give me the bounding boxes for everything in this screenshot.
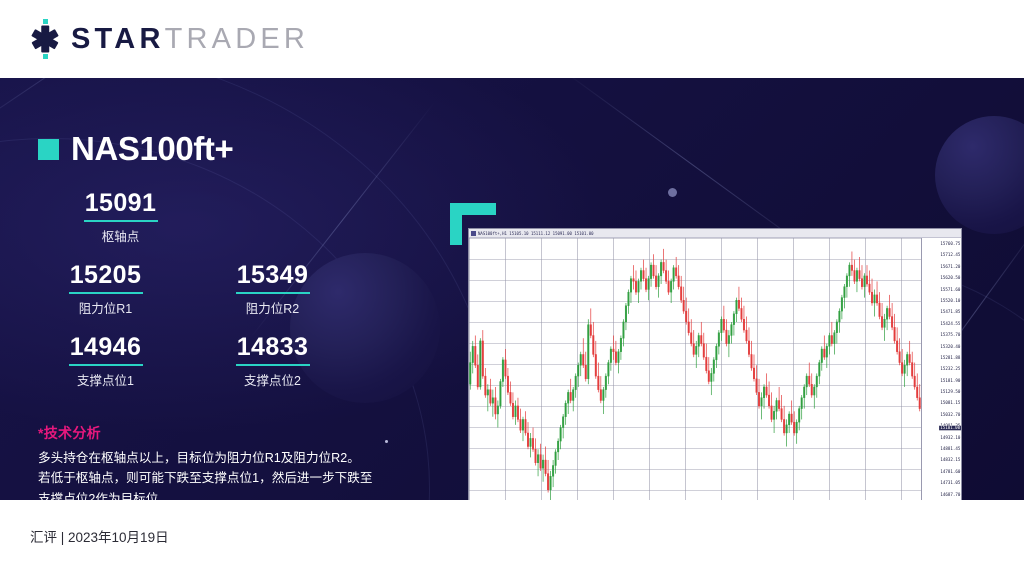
candlestick-plot[interactable] — [469, 238, 921, 500]
price-tick: 14781.60 — [940, 469, 960, 475]
footer-text: 汇评 | 2023年10月19日 — [30, 530, 169, 545]
analysis-line-1: 多头持仓在枢轴点以上，目标位为阻力位R1及阻力位R2。 — [38, 451, 360, 465]
support2-stat: 14833 支撑点位2 — [205, 334, 340, 389]
price-tick: 15375.70 — [940, 332, 960, 338]
price-tick: 15320.40 — [940, 344, 960, 349]
analysis-body: 多头持仓在枢轴点以上，目标位为阻力位R1及阻力位R2。 若低于枢轴点，则可能下跌… — [38, 448, 390, 500]
chart-titlebar-text: NAS100ft+,H1 15105.10 15111.12 15091.00 … — [478, 230, 594, 236]
chart-window-icon — [471, 230, 476, 236]
dot-decor-1 — [668, 188, 677, 197]
technical-analysis: *技术分析 多头持仓在枢轴点以上，目标位为阻力位R1及阻力位R2。 若低于枢轴点… — [38, 423, 438, 500]
price-tick: 15081.15 — [940, 401, 960, 406]
candlestick-series — [469, 248, 921, 500]
price-tick: 15712.45 — [940, 253, 960, 258]
resistance2-underline — [235, 292, 310, 294]
resistance1-label: 阻力位R1 — [78, 302, 133, 316]
page-footer: 汇评 | 2023年10月19日 — [0, 500, 1024, 576]
price-tick: 14687.70 — [940, 492, 960, 497]
price-tick: 15232.25 — [940, 366, 960, 372]
instrument-symbol: NAS100ft+ — [71, 130, 234, 167]
support1-label: 支撑点位1 — [77, 374, 134, 388]
resistance2-stat: 15349 阻力位R2 — [205, 262, 340, 317]
analysis-line-3: 支撑点位2作为目标位。 — [38, 491, 171, 500]
pivot-stat: 15091 枢轴点 — [38, 190, 438, 245]
price-tick: 14731.05 — [940, 480, 960, 486]
title-bullet-square — [38, 138, 59, 160]
resistance-row: 15205 阻力位R1 15349 阻力位R2 — [38, 262, 438, 317]
support1-underline — [68, 364, 143, 366]
price-tick: 15032.70 — [940, 412, 960, 418]
price-tick: 15620.50 — [940, 275, 960, 281]
pivot-label: 枢轴点 — [101, 230, 140, 244]
brand-wordmark: STARTRADER — [71, 23, 309, 56]
support2-label: 支撑点位2 — [244, 374, 301, 388]
price-tick: 14932.10 — [940, 435, 960, 440]
price-tick: 14881.45 — [940, 446, 960, 452]
levels-panel: NAS100ft+ 15091 枢轴点 15205 阻力位R1 15349 阻力… — [38, 78, 438, 500]
price-tick: 15129.50 — [940, 389, 960, 395]
brand-name-light: TRADER — [164, 22, 310, 55]
page-header: STARTRADER — [0, 0, 1024, 78]
support2-value: 14833 — [236, 333, 309, 361]
price-tick: 15281.88 — [940, 355, 960, 361]
resistance2-value: 15349 — [236, 261, 309, 289]
price-tick: 15471.85 — [940, 310, 960, 315]
support1-stat: 14946 支撑点位1 — [38, 334, 173, 389]
price-tick: 15181.90 — [940, 378, 960, 383]
page-title: NAS100ft+ — [38, 130, 438, 168]
main-stage: NAS100ft+ 15091 枢轴点 15205 阻力位R1 15349 阻力… — [0, 78, 1024, 500]
price-tick: 15760.75 — [940, 241, 960, 247]
pivot-underline — [83, 220, 158, 222]
resistance2-label: 阻力位R2 — [245, 302, 300, 316]
support2-underline — [235, 364, 310, 366]
pivot-value: 15091 — [84, 189, 157, 217]
support1-value: 14946 — [69, 333, 142, 361]
corner-bracket-top-left — [450, 203, 496, 245]
chart-titlebar: NAS100ft+,H1 15105.10 15111.12 15091.00 … — [469, 229, 961, 238]
price-axis[interactable]: 15760.75 15712.45 15671.20 15620.50 15571.60… — [921, 238, 961, 500]
resistance1-stat: 15205 阻力位R1 — [38, 262, 173, 317]
support-row: 14946 支撑点位1 14833 支撑点位2 — [38, 334, 438, 389]
resistance1-value: 15205 — [69, 261, 142, 289]
price-tick: 15671.20 — [940, 264, 960, 270]
price-tick: 15424.55 — [940, 321, 960, 327]
analysis-heading: *技术分析 — [38, 425, 101, 441]
price-tick: 14832.15 — [940, 458, 960, 463]
sphere-decor-right — [935, 116, 1024, 234]
analysis-line-2: 若低于枢轴点，则可能下跌至支撑点位1，然后进一步下跌至 — [38, 471, 373, 486]
resistance1-underline — [68, 292, 143, 294]
chart-body: 15760.75 15712.45 15671.20 15620.50 15571.60… — [469, 238, 961, 500]
current-price-marker: 15101.00 — [938, 425, 961, 431]
brand-name-strong: STAR — [71, 22, 165, 55]
brand-logo[interactable]: STARTRADER — [28, 19, 309, 59]
chart-window[interactable]: NAS100ft+,H1 15105.10 15111.12 15091.00 … — [468, 228, 962, 500]
star-asterisk-icon — [28, 19, 62, 59]
price-tick: 15520.10 — [940, 298, 960, 304]
price-tick: 15571.60 — [940, 287, 960, 292]
